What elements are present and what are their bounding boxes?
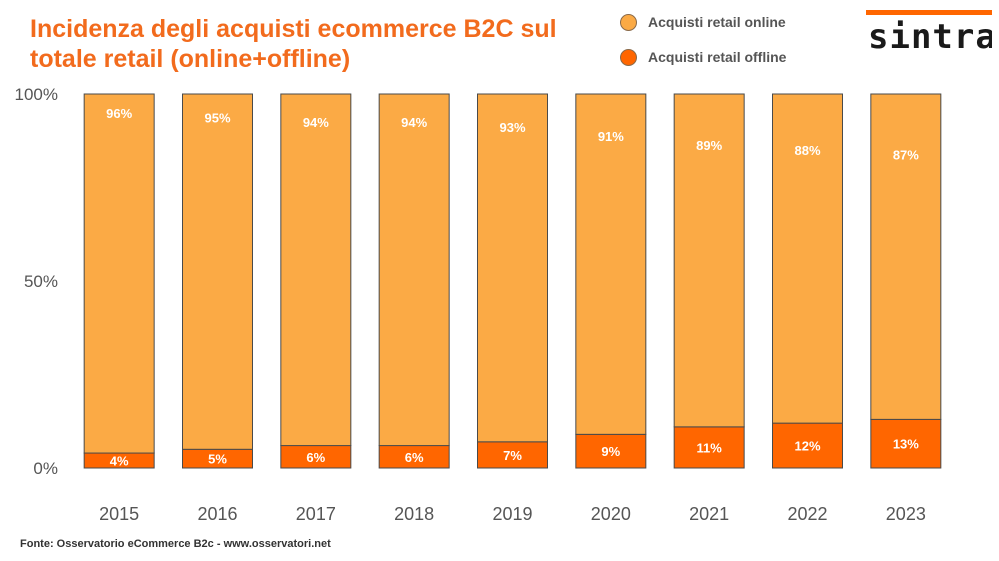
data-label-offline: 9% [601, 444, 620, 459]
x-axis: 2015 2016 2017 2018 2019 2020 2021 2022 2023 [99, 504, 926, 524]
data-label-offline: 7% [503, 448, 522, 463]
y-tick-label: 50% [24, 272, 58, 291]
x-tick-label: 2015 [99, 504, 139, 524]
x-tick-label: 2021 [689, 504, 729, 524]
sintra-logo: sintra [866, 10, 992, 54]
data-label-offline: 13% [893, 437, 919, 452]
data-label-offline: 6% [306, 450, 325, 465]
legend-label-offline: Acquisti retail offline [648, 49, 787, 65]
bar-segment-offline [772, 422, 843, 469]
legend-swatch-online [620, 13, 637, 31]
x-tick-label: 2019 [492, 504, 532, 524]
data-label-online: 94% [401, 115, 427, 130]
x-tick-label: 2022 [787, 504, 827, 524]
legend-label-online: Acquisti retail online [648, 14, 786, 30]
data-label-offline: 4% [110, 454, 129, 469]
data-label-offline: 6% [405, 450, 424, 465]
x-tick-label: 2017 [296, 504, 336, 524]
y-tick-label: 100% [15, 85, 58, 104]
bar-segment-online [870, 93, 942, 420]
x-tick-label: 2018 [394, 504, 434, 524]
data-label-online: 95% [204, 111, 230, 126]
bar-segment-online [182, 93, 253, 450]
data-label-offline: 12% [794, 439, 820, 454]
bar-segment-online [575, 93, 647, 435]
bar-segment-online [477, 93, 548, 443]
logo-text: sintra [868, 17, 992, 54]
chart-title: Incidenza degli acquisti ecommerce B2C s… [30, 15, 557, 73]
bar-segment-offline [673, 426, 745, 469]
y-axis: 0% 50% 100% [15, 85, 58, 478]
data-label-online: 87% [893, 147, 919, 162]
x-tick-label: 2016 [197, 504, 237, 524]
bar-segment-online [772, 93, 843, 424]
bar-segment-offline [870, 418, 942, 469]
bars: 4% 96% 5% 95% 6% 94% 6% 94% 7% 93% 9% 91% 11% 89% 12% 8… [83, 93, 942, 469]
bar-segment-online [673, 93, 745, 428]
bar-segment-online [83, 93, 155, 454]
data-label-online: 93% [499, 120, 525, 135]
data-label-online: 89% [696, 138, 722, 153]
x-tick-label: 2023 [886, 504, 926, 524]
legend-item-online: Acquisti retail online [620, 10, 786, 34]
legend-swatch-offline [620, 48, 637, 66]
data-label-online: 88% [794, 143, 820, 158]
data-label-online: 96% [106, 106, 132, 121]
data-label-offline: 11% [697, 440, 723, 455]
legend-item-offline: Acquisti retail offline [620, 45, 786, 69]
bar-segment-offline [477, 441, 548, 469]
bar-segment-online [280, 93, 352, 447]
logo-orange-bar [866, 10, 992, 15]
legend: Acquisti retail online Acquisti retail o… [620, 10, 786, 80]
y-tick-label: 0% [33, 459, 58, 478]
data-label-online: 91% [598, 129, 624, 144]
data-label-offline: 5% [208, 452, 227, 467]
x-tick-label: 2020 [591, 504, 631, 524]
source-note: Fonte: Osservatorio eCommerce B2c - www.… [20, 538, 331, 550]
data-label-online: 94% [303, 115, 329, 130]
bar-segment-online [378, 93, 450, 447]
stacked-bar-chart: 0% 50% 100% 4% 96% 5% 95% 6% 94% 6% 94% 7% 93% 9% 91%… [15, 85, 942, 524]
